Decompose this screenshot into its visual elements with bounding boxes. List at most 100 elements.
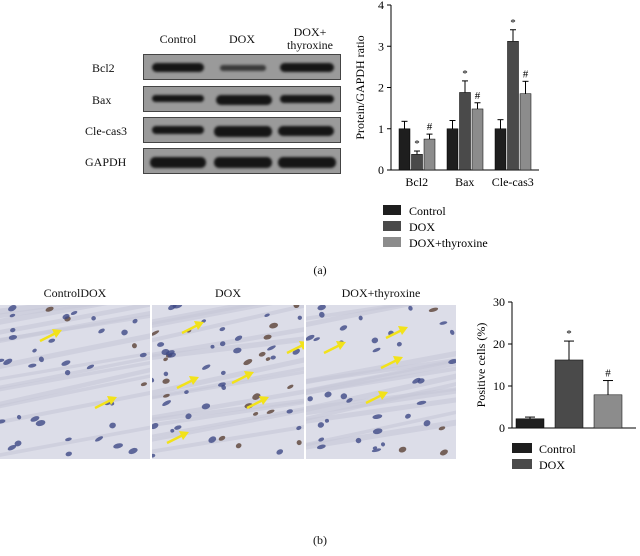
x-tick-label: Bcl2	[405, 175, 428, 189]
blot-band	[152, 63, 204, 72]
tissue-fiber	[306, 410, 456, 447]
tissue-fiber	[306, 358, 456, 384]
cell-nucleus	[253, 412, 259, 416]
cell-nucleus	[7, 444, 17, 451]
yellow-arrow-head	[393, 356, 403, 365]
cell-nucleus	[234, 335, 243, 341]
tissue-fiber	[306, 388, 456, 416]
lane-label-dox-thyroxine: DOX+ thyroxine	[287, 25, 333, 52]
legend-label: DOX	[409, 220, 435, 234]
yellow-arrow	[385, 328, 403, 340]
cell-nucleus	[339, 325, 348, 331]
cell-nucleus	[412, 377, 421, 384]
yellow-arrow	[323, 343, 341, 355]
cell-nucleus	[152, 453, 156, 458]
y-tick-label: 30	[493, 295, 505, 309]
cell-nucleus	[372, 446, 378, 450]
cell-nucleus	[95, 436, 104, 442]
significance-mark: #	[523, 68, 529, 80]
cell-nucleus	[355, 437, 362, 444]
cell-nucleus	[163, 357, 168, 362]
cell-nucleus	[324, 391, 332, 398]
cell-nucleus	[152, 423, 159, 430]
tissue-fiber	[152, 305, 274, 328]
cell-nucleus	[61, 360, 71, 366]
y-tick-label: 10	[493, 379, 505, 393]
micrograph-dox-thyroxine	[306, 305, 456, 459]
cell-nucleus	[184, 390, 189, 395]
blot-band	[280, 63, 334, 72]
y-tick-label: 2	[378, 81, 384, 95]
significance-mark: #	[475, 90, 481, 102]
cell-nucleus	[416, 400, 427, 405]
panel-b-caption: (b)	[313, 533, 327, 547]
cell-nucleus	[371, 337, 379, 344]
cell-nucleus	[408, 305, 413, 311]
cell-nucleus	[296, 425, 302, 431]
cell-nucleus	[0, 419, 6, 424]
x-tick-label: Bax	[455, 175, 474, 189]
cell-nucleus	[324, 418, 330, 423]
protein-ratio-chart: 0 1 2 3 4 Protein/GAPDH ratio * # Bcl2 * # Bax * # Cle…	[353, 0, 539, 250]
significance-mark: *	[566, 328, 572, 340]
bar	[515, 418, 545, 429]
cell-nucleus	[8, 305, 17, 312]
tissue-fiber	[0, 425, 150, 457]
cell-nucleus	[65, 451, 72, 457]
cell-nucleus	[162, 400, 172, 406]
tissue-fiber	[0, 367, 150, 407]
cell-nucleus	[14, 440, 22, 447]
bar	[471, 108, 484, 171]
cell-nucleus	[165, 350, 175, 356]
legend-label: Control	[539, 442, 576, 456]
cell-nucleus	[405, 413, 411, 419]
cell-nucleus	[270, 355, 276, 360]
yellow-arrow-head	[244, 371, 254, 380]
cell-nucleus	[201, 403, 211, 410]
lane-label-control: Control	[159, 32, 197, 46]
cell-nucleus	[10, 327, 16, 333]
legend-label: DOX+thyroxine	[409, 236, 488, 250]
tissue-fiber	[152, 357, 304, 396]
blot-strip-cle-cas3	[143, 117, 341, 143]
cell-nucleus	[358, 315, 363, 321]
cell-nucleus	[316, 444, 326, 450]
tissue-fiber	[0, 351, 150, 381]
blot-band	[152, 95, 204, 102]
blot-band	[278, 157, 336, 168]
cell-nucleus	[170, 428, 175, 433]
cell-nucleus	[220, 370, 226, 376]
significance-mark: #	[605, 368, 611, 380]
cell-nucleus	[263, 334, 272, 340]
cell-nucleus	[398, 446, 407, 453]
bar	[494, 128, 507, 171]
cell-nucleus	[276, 449, 284, 455]
bar	[459, 92, 471, 171]
cell-nucleus	[168, 305, 177, 311]
cell-nucleus	[219, 341, 226, 347]
cell-nucleus	[233, 347, 242, 354]
cell-nucleus	[428, 307, 439, 312]
cell-nucleus	[174, 425, 182, 430]
cell-nucleus	[109, 422, 116, 429]
y-tick-label: 1	[378, 122, 384, 136]
blot-band	[214, 126, 272, 137]
cell-nucleus	[286, 409, 293, 414]
cell-nucleus	[35, 420, 46, 427]
cell-nucleus	[266, 409, 275, 414]
yellow-arrow	[380, 358, 398, 370]
cell-nucleus	[219, 327, 226, 332]
blot-band	[278, 126, 334, 136]
cell-nucleus	[439, 321, 448, 325]
y-tick-label: 4	[378, 0, 384, 12]
blot-band	[216, 95, 272, 105]
bar	[519, 93, 532, 171]
yellow-arrow-head	[336, 341, 346, 350]
cell-nucleus	[287, 384, 294, 389]
cell-nucleus	[438, 426, 446, 431]
cell-nucleus	[313, 337, 320, 342]
significance-mark: *	[510, 17, 516, 29]
cell-nucleus	[235, 443, 242, 449]
tissue-fiber	[306, 397, 456, 424]
tissue-fiber	[0, 305, 150, 335]
